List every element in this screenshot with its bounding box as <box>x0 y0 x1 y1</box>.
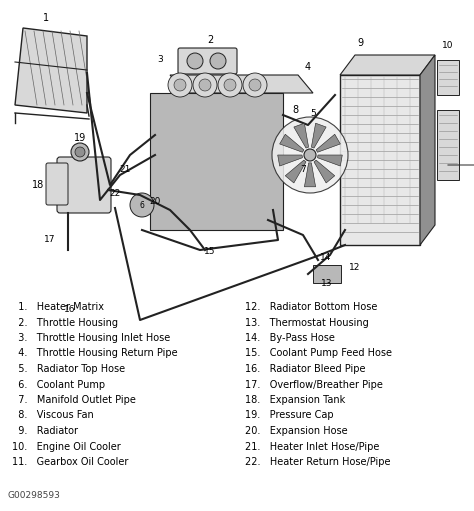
Polygon shape <box>318 155 342 166</box>
Text: 18.   Expansion Tank: 18. Expansion Tank <box>245 395 345 405</box>
Text: 20: 20 <box>149 197 161 206</box>
Text: 20.   Expansion Hose: 20. Expansion Hose <box>245 426 347 436</box>
Text: 21: 21 <box>119 166 131 174</box>
Circle shape <box>224 79 236 91</box>
Text: G00298593: G00298593 <box>8 491 61 500</box>
Text: 2.   Throttle Housing: 2. Throttle Housing <box>12 317 118 328</box>
Polygon shape <box>420 55 435 245</box>
Polygon shape <box>285 160 306 183</box>
Text: 12: 12 <box>349 263 361 271</box>
Polygon shape <box>316 134 340 152</box>
Text: 10.   Engine Oil Cooler: 10. Engine Oil Cooler <box>12 442 121 452</box>
Text: 12.   Radiator Bottom Hose: 12. Radiator Bottom Hose <box>245 302 377 312</box>
Text: 22.   Heater Return Hose/Pipe: 22. Heater Return Hose/Pipe <box>245 457 391 467</box>
Bar <box>437 110 459 180</box>
Text: 1: 1 <box>43 13 49 23</box>
Text: 13.   Thermostat Housing: 13. Thermostat Housing <box>245 317 369 328</box>
Text: 2: 2 <box>207 35 213 45</box>
Text: 19.   Pressure Cap: 19. Pressure Cap <box>245 410 334 421</box>
Text: 18: 18 <box>32 180 44 190</box>
Text: 8: 8 <box>292 105 298 115</box>
Polygon shape <box>304 163 316 187</box>
Circle shape <box>187 53 203 69</box>
Polygon shape <box>15 28 87 113</box>
Polygon shape <box>314 160 335 183</box>
Polygon shape <box>278 155 302 166</box>
FancyBboxPatch shape <box>57 157 111 213</box>
Circle shape <box>272 117 348 193</box>
Circle shape <box>168 73 192 97</box>
Bar <box>313 265 341 283</box>
Polygon shape <box>170 75 313 93</box>
Text: 14: 14 <box>320 253 332 263</box>
Circle shape <box>71 143 89 161</box>
Text: 9.   Radiator: 9. Radiator <box>12 426 78 436</box>
Text: 9: 9 <box>357 38 363 48</box>
Text: 6: 6 <box>139 200 145 210</box>
Text: 19: 19 <box>74 133 86 143</box>
Text: 15: 15 <box>204 247 216 257</box>
Polygon shape <box>150 93 283 230</box>
Text: 6.   Coolant Pump: 6. Coolant Pump <box>12 380 105 389</box>
Text: 17.   Overflow/Breather Pipe: 17. Overflow/Breather Pipe <box>245 380 383 389</box>
Text: 14.   By-Pass Hose: 14. By-Pass Hose <box>245 333 335 343</box>
FancyBboxPatch shape <box>178 48 237 74</box>
Text: 17: 17 <box>44 236 56 244</box>
Text: 16: 16 <box>64 306 76 314</box>
Circle shape <box>174 79 186 91</box>
Bar <box>437 60 459 95</box>
Text: 7: 7 <box>300 166 306 174</box>
Polygon shape <box>294 123 309 148</box>
Bar <box>340 75 420 245</box>
Text: 3: 3 <box>157 56 163 64</box>
Text: 13: 13 <box>321 278 333 288</box>
Circle shape <box>130 193 154 217</box>
Text: 4.   Throttle Housing Return Pipe: 4. Throttle Housing Return Pipe <box>12 349 178 359</box>
Circle shape <box>249 79 261 91</box>
Text: 3.   Throttle Housing Inlet Hose: 3. Throttle Housing Inlet Hose <box>12 333 170 343</box>
Polygon shape <box>340 55 435 75</box>
Text: 7.   Manifold Outlet Pipe: 7. Manifold Outlet Pipe <box>12 395 136 405</box>
Text: 22: 22 <box>109 189 120 197</box>
Text: 11.   Gearbox Oil Cooler: 11. Gearbox Oil Cooler <box>12 457 128 467</box>
Text: 21.   Heater Inlet Hose/Pipe: 21. Heater Inlet Hose/Pipe <box>245 442 379 452</box>
Text: 5: 5 <box>310 108 316 118</box>
Text: 4: 4 <box>305 62 311 72</box>
Text: 1.   Heater Matrix: 1. Heater Matrix <box>12 302 104 312</box>
Text: 16.   Radiator Bleed Pipe: 16. Radiator Bleed Pipe <box>245 364 365 374</box>
Circle shape <box>199 79 211 91</box>
Text: 15.   Coolant Pump Feed Hose: 15. Coolant Pump Feed Hose <box>245 349 392 359</box>
Circle shape <box>75 147 85 157</box>
Polygon shape <box>311 123 326 148</box>
Circle shape <box>218 73 242 97</box>
Polygon shape <box>280 134 304 152</box>
FancyBboxPatch shape <box>46 163 68 205</box>
Circle shape <box>210 53 226 69</box>
Circle shape <box>193 73 217 97</box>
Circle shape <box>304 149 316 161</box>
Text: 5.   Radiator Top Hose: 5. Radiator Top Hose <box>12 364 125 374</box>
Text: 10: 10 <box>442 40 454 50</box>
Text: 8.   Viscous Fan: 8. Viscous Fan <box>12 410 94 421</box>
Circle shape <box>243 73 267 97</box>
